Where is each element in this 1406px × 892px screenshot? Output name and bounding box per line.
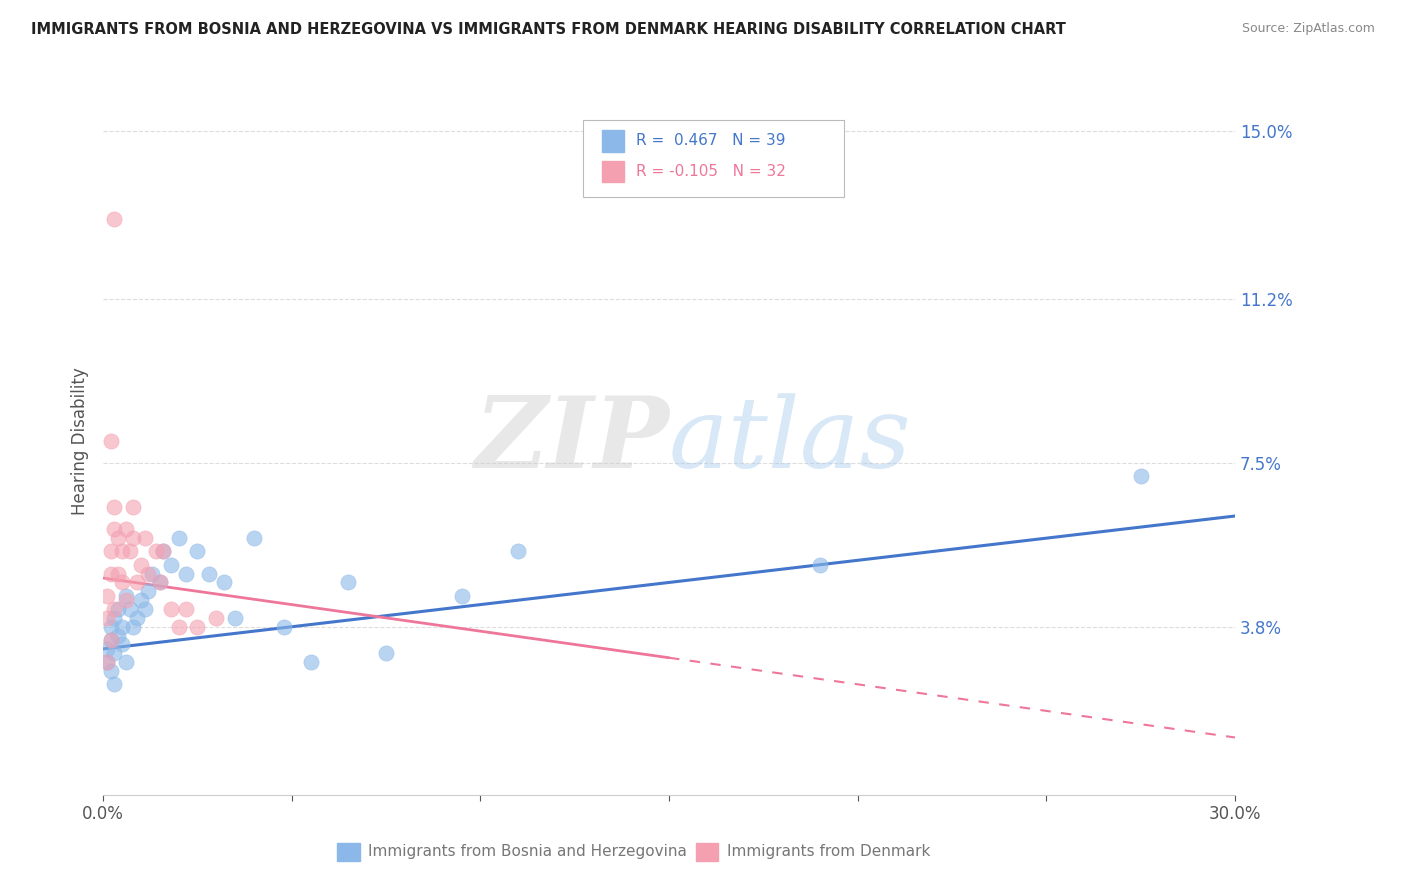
Point (103, 677, 125, 691)
Point (100, 633, 122, 648)
Point (808, 558, 831, 572)
Point (186, 544, 208, 558)
Point (114, 593, 136, 607)
Point (508, 544, 530, 558)
Point (114, 522, 136, 536)
Point (103, 500, 125, 515)
Point (114, 589, 136, 603)
Point (152, 544, 174, 558)
Point (125, 611, 148, 625)
Point (224, 611, 246, 625)
Point (107, 629, 129, 643)
Point (107, 531, 129, 545)
Point (96, 589, 118, 603)
Point (125, 575, 148, 590)
Text: IMMIGRANTS FROM BOSNIA AND HERZEGOVINA VS IMMIGRANTS FROM DENMARK HEARING DISABI: IMMIGRANTS FROM BOSNIA AND HERZEGOVINA V… (31, 22, 1066, 37)
Text: R = -0.105   N = 32: R = -0.105 N = 32 (636, 164, 786, 178)
Point (197, 566, 219, 581)
Point (100, 544, 122, 558)
Point (103, 522, 125, 536)
Point (160, 602, 183, 616)
Point (114, 655, 136, 669)
Point (118, 602, 141, 616)
Point (141, 566, 163, 581)
Point (160, 558, 183, 572)
Text: Source: ZipAtlas.com: Source: ZipAtlas.com (1241, 22, 1375, 36)
Point (212, 575, 235, 590)
Point (100, 664, 122, 678)
Point (450, 589, 472, 603)
Point (1129, 469, 1152, 483)
Text: R =  0.467   N = 39: R = 0.467 N = 39 (636, 134, 785, 148)
Point (103, 611, 125, 625)
Y-axis label: Hearing Disability: Hearing Disability (72, 367, 89, 515)
Point (337, 575, 360, 590)
Point (96, 641, 118, 656)
Point (111, 637, 134, 651)
Point (145, 544, 167, 558)
Point (134, 602, 156, 616)
Point (100, 434, 122, 448)
Point (100, 633, 122, 648)
Point (174, 602, 197, 616)
Point (149, 575, 172, 590)
Point (122, 500, 145, 515)
Point (205, 611, 228, 625)
Point (100, 566, 122, 581)
Point (134, 531, 156, 545)
Text: Immigrants from Denmark: Immigrants from Denmark (727, 845, 931, 859)
Point (138, 584, 160, 599)
Text: atlas: atlas (669, 393, 912, 488)
Point (122, 531, 145, 545)
Point (107, 566, 129, 581)
Point (186, 620, 208, 634)
Point (243, 531, 266, 545)
Point (375, 646, 398, 660)
Point (103, 646, 125, 660)
Point (167, 620, 190, 634)
Point (174, 566, 197, 581)
Point (103, 212, 125, 227)
Point (129, 593, 152, 607)
Point (111, 575, 134, 590)
Point (107, 602, 129, 616)
Point (103, 602, 125, 616)
Point (273, 620, 295, 634)
Text: Immigrants from Bosnia and Herzegovina: Immigrants from Bosnia and Herzegovina (368, 845, 688, 859)
Point (129, 558, 152, 572)
Point (96, 611, 118, 625)
Point (299, 655, 322, 669)
Point (138, 566, 160, 581)
Point (118, 544, 141, 558)
Point (152, 544, 174, 558)
Point (167, 531, 190, 545)
Point (122, 620, 145, 634)
Point (111, 544, 134, 558)
Point (96, 655, 118, 669)
Point (149, 575, 172, 590)
Point (111, 620, 134, 634)
Point (100, 620, 122, 634)
Point (96, 655, 118, 669)
Text: ZIP: ZIP (474, 392, 669, 489)
